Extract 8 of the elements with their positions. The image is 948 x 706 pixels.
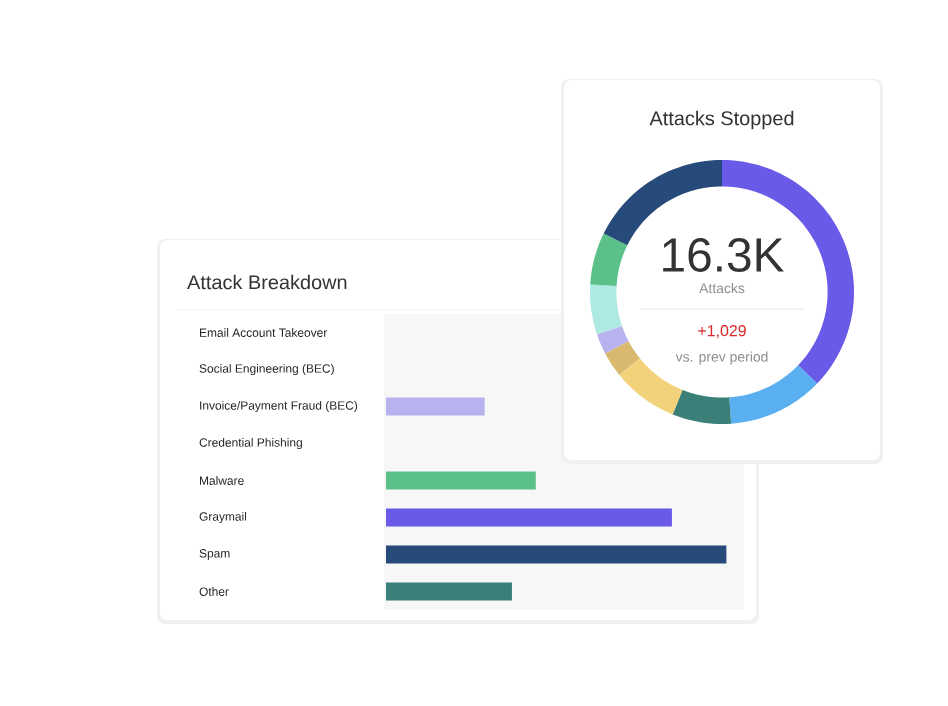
bar	[386, 397, 485, 416]
chart-title: Attack Breakdown	[187, 274, 347, 290]
bar	[386, 582, 512, 601]
bar	[386, 471, 536, 490]
bar	[386, 508, 672, 527]
bar	[386, 545, 727, 564]
chart-title: Attacks Stopped	[649, 110, 794, 130]
text: 16.3K	[663, 238, 784, 272]
